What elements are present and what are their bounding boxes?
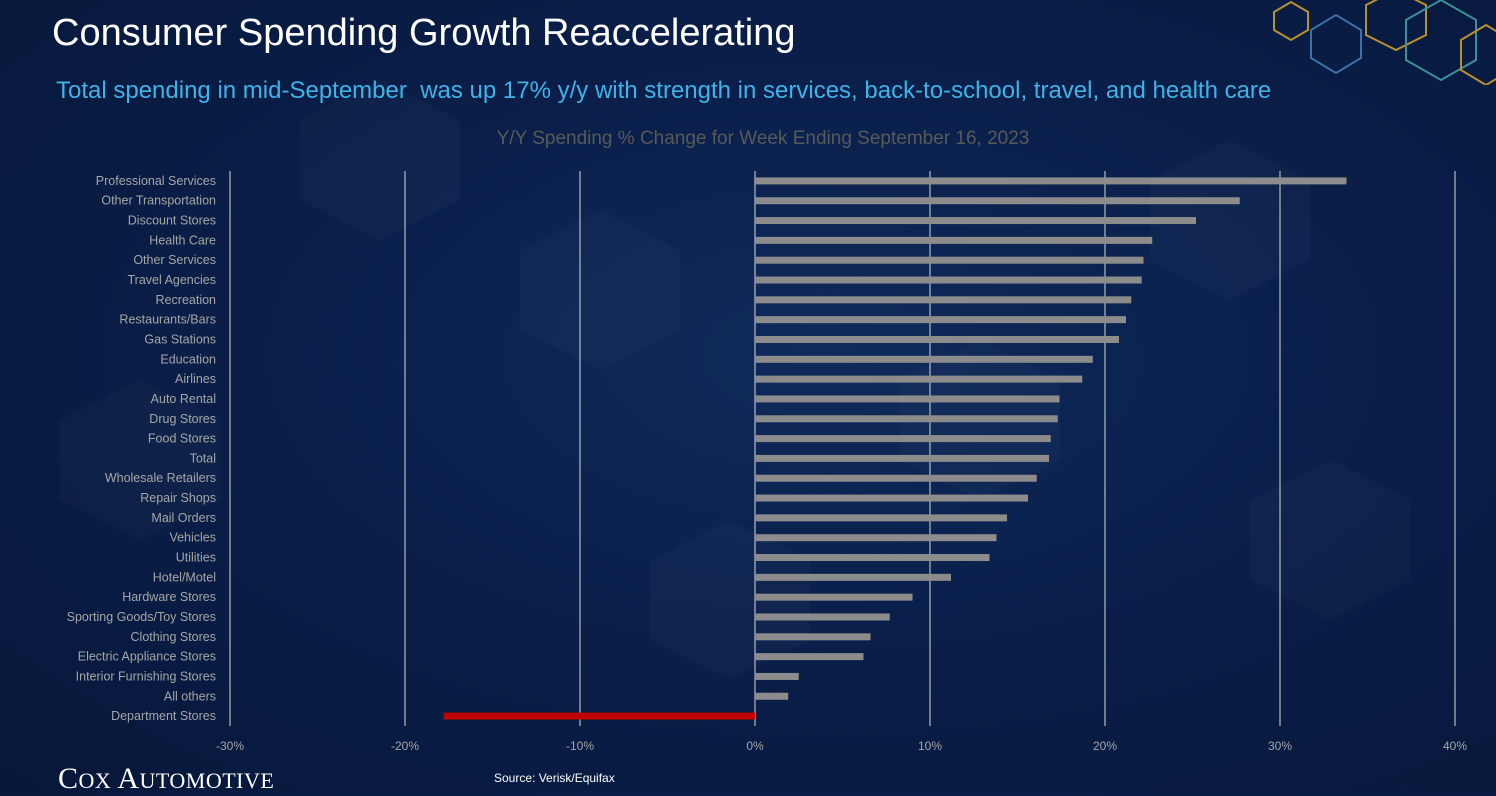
x-tick-label: 40% bbox=[1443, 739, 1467, 753]
bar-travel-agencies bbox=[755, 276, 1142, 284]
bar-airlines bbox=[755, 375, 1083, 383]
bar-other-transportation bbox=[755, 197, 1240, 205]
bar-total bbox=[755, 454, 1049, 462]
category-labels: Professional Services Other Transportatio… bbox=[67, 174, 216, 723]
slide-title: Consumer Spending Growth Reaccelerating bbox=[52, 12, 796, 54]
bar-restaurants-bars bbox=[755, 316, 1126, 324]
category-label: Food Stores bbox=[148, 432, 216, 446]
category-label: Electric Appliance Stores bbox=[78, 650, 216, 664]
bar-health-care bbox=[755, 236, 1153, 244]
bar-discount-stores bbox=[755, 217, 1196, 225]
slide-subtitle: Total spending in mid-September was up 1… bbox=[56, 77, 1272, 104]
x-axis-tick-labels: -30% -20% -10% 0% 10% 20% 30% 40% bbox=[216, 739, 1467, 753]
category-label: Interior Furnishing Stores bbox=[76, 669, 216, 683]
category-label: Clothing Stores bbox=[131, 630, 216, 644]
category-label: Hardware Stores bbox=[122, 590, 216, 604]
bars bbox=[443, 177, 1347, 720]
category-label: Other Transportation bbox=[101, 194, 216, 208]
category-label: Travel Agencies bbox=[128, 273, 216, 287]
category-label: Hotel/Motel bbox=[153, 570, 216, 584]
category-label: Recreation bbox=[156, 293, 216, 307]
x-tick-label: 30% bbox=[1268, 739, 1292, 753]
category-label: Restaurants/Bars bbox=[119, 313, 216, 327]
bar-auto-rental bbox=[755, 395, 1060, 403]
category-label: Drug Stores bbox=[149, 412, 216, 426]
category-label: Airlines bbox=[175, 372, 216, 386]
x-tick-label: -10% bbox=[566, 739, 594, 753]
category-label: Education bbox=[160, 352, 216, 366]
bar-wholesale-retailers bbox=[755, 474, 1037, 482]
x-tick-label: -20% bbox=[391, 739, 419, 753]
source-note: Source: Verisk/Equifax bbox=[494, 771, 615, 785]
category-label: Mail Orders bbox=[151, 511, 216, 525]
chart-title: Y/Y Spending % Change for Week Ending Se… bbox=[497, 128, 1030, 149]
bar-sporting-goods-toy-stores bbox=[755, 613, 890, 621]
bar-hotel-motel bbox=[755, 573, 951, 581]
bar-all-others bbox=[755, 692, 789, 700]
bar-repair-shops bbox=[755, 494, 1028, 502]
category-label: Utilities bbox=[176, 551, 216, 565]
bar-mail-orders bbox=[755, 514, 1007, 522]
bar-other-services bbox=[755, 256, 1144, 264]
bar-department-stores bbox=[443, 712, 755, 720]
x-tick-label: 0% bbox=[746, 739, 764, 753]
category-label: Sporting Goods/Toy Stores bbox=[67, 610, 216, 624]
bar-electric-appliance-stores bbox=[755, 653, 864, 661]
gridlines bbox=[229, 171, 1456, 726]
bar-utilities bbox=[755, 554, 990, 562]
category-label: Gas Stations bbox=[144, 332, 216, 346]
category-label: Wholesale Retailers bbox=[105, 471, 216, 485]
bar-recreation bbox=[755, 296, 1132, 304]
bar-education bbox=[755, 355, 1093, 363]
category-label: Other Services bbox=[133, 253, 216, 267]
bar-clothing-stores bbox=[755, 633, 871, 641]
bar-vehicles bbox=[755, 534, 997, 542]
x-tick-label: 20% bbox=[1093, 739, 1117, 753]
bar-gas-stations bbox=[755, 335, 1119, 343]
bar-interior-furnishing-stores bbox=[755, 672, 799, 680]
category-label: Auto Rental bbox=[151, 392, 216, 406]
category-label: Total bbox=[190, 451, 216, 465]
category-label: Vehicles bbox=[169, 531, 216, 545]
category-label: All others bbox=[164, 689, 216, 703]
bar-professional-services bbox=[755, 177, 1347, 185]
bar-food-stores bbox=[755, 435, 1051, 443]
bar-drug-stores bbox=[755, 415, 1058, 423]
category-label: Professional Services bbox=[96, 174, 216, 188]
category-label: Repair Shops bbox=[140, 491, 216, 505]
category-label: Department Stores bbox=[111, 709, 216, 723]
hexagon-decoration bbox=[1273, 0, 1496, 85]
category-label: Health Care bbox=[149, 233, 216, 247]
category-label: Discount Stores bbox=[128, 214, 216, 228]
x-tick-label: 10% bbox=[918, 739, 942, 753]
x-tick-label: -30% bbox=[216, 739, 244, 753]
cox-automotive-logo: COX AUTOMOTIVE bbox=[58, 762, 275, 795]
bar-hardware-stores bbox=[755, 593, 913, 601]
